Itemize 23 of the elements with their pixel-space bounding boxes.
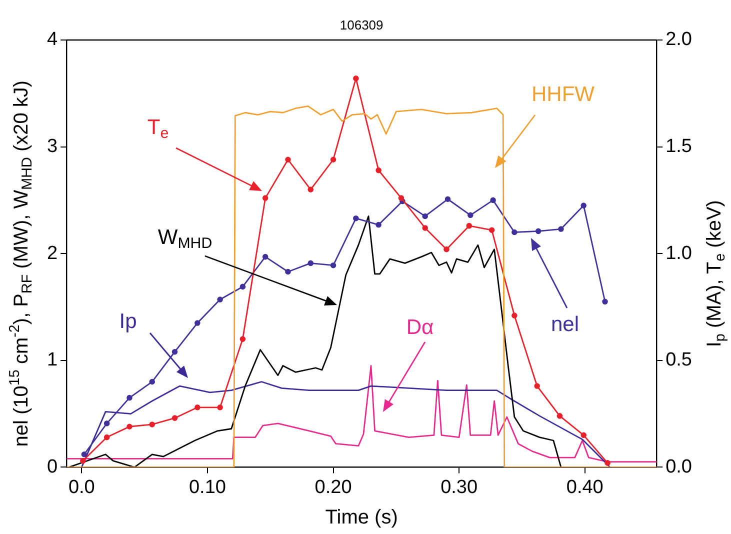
y-tick-label: 1 <box>46 350 58 371</box>
text: Ip <box>119 310 137 333</box>
y2-tick-label: 1.0 <box>666 242 692 264</box>
chart-title: 106309 <box>340 18 384 33</box>
text: nel (1015 cm-2), PRF (MW), WMHD (x20 kJ) <box>6 80 36 447</box>
y2-axis-title: Ip (MA), Te (keV) <box>704 200 729 348</box>
x-axis-title: Time (s) <box>325 506 398 529</box>
text: Dα <box>406 316 434 339</box>
y2-tick-label: 1.5 <box>666 136 692 158</box>
y-tick-label: 3 <box>46 136 58 158</box>
y2-tick-label: 2.0 <box>666 29 692 50</box>
y-tick-label: 2 <box>46 242 58 264</box>
x-tick-label: 0.0 <box>68 476 95 498</box>
x-tick-label: 0.40 <box>566 476 604 498</box>
y-tick-label: 4 <box>46 29 58 50</box>
y-tick-label: 0 <box>46 456 58 478</box>
series-label: HHFW <box>532 82 595 106</box>
series-label: nel <box>550 312 580 336</box>
y2-tick-label: 0.0 <box>666 456 692 478</box>
x-tick-label: 0.30 <box>440 476 478 498</box>
x-tick-label: 0.10 <box>188 476 226 498</box>
y2-tick-label: 0.5 <box>666 350 692 371</box>
x-tick-label: 0.20 <box>314 476 352 498</box>
